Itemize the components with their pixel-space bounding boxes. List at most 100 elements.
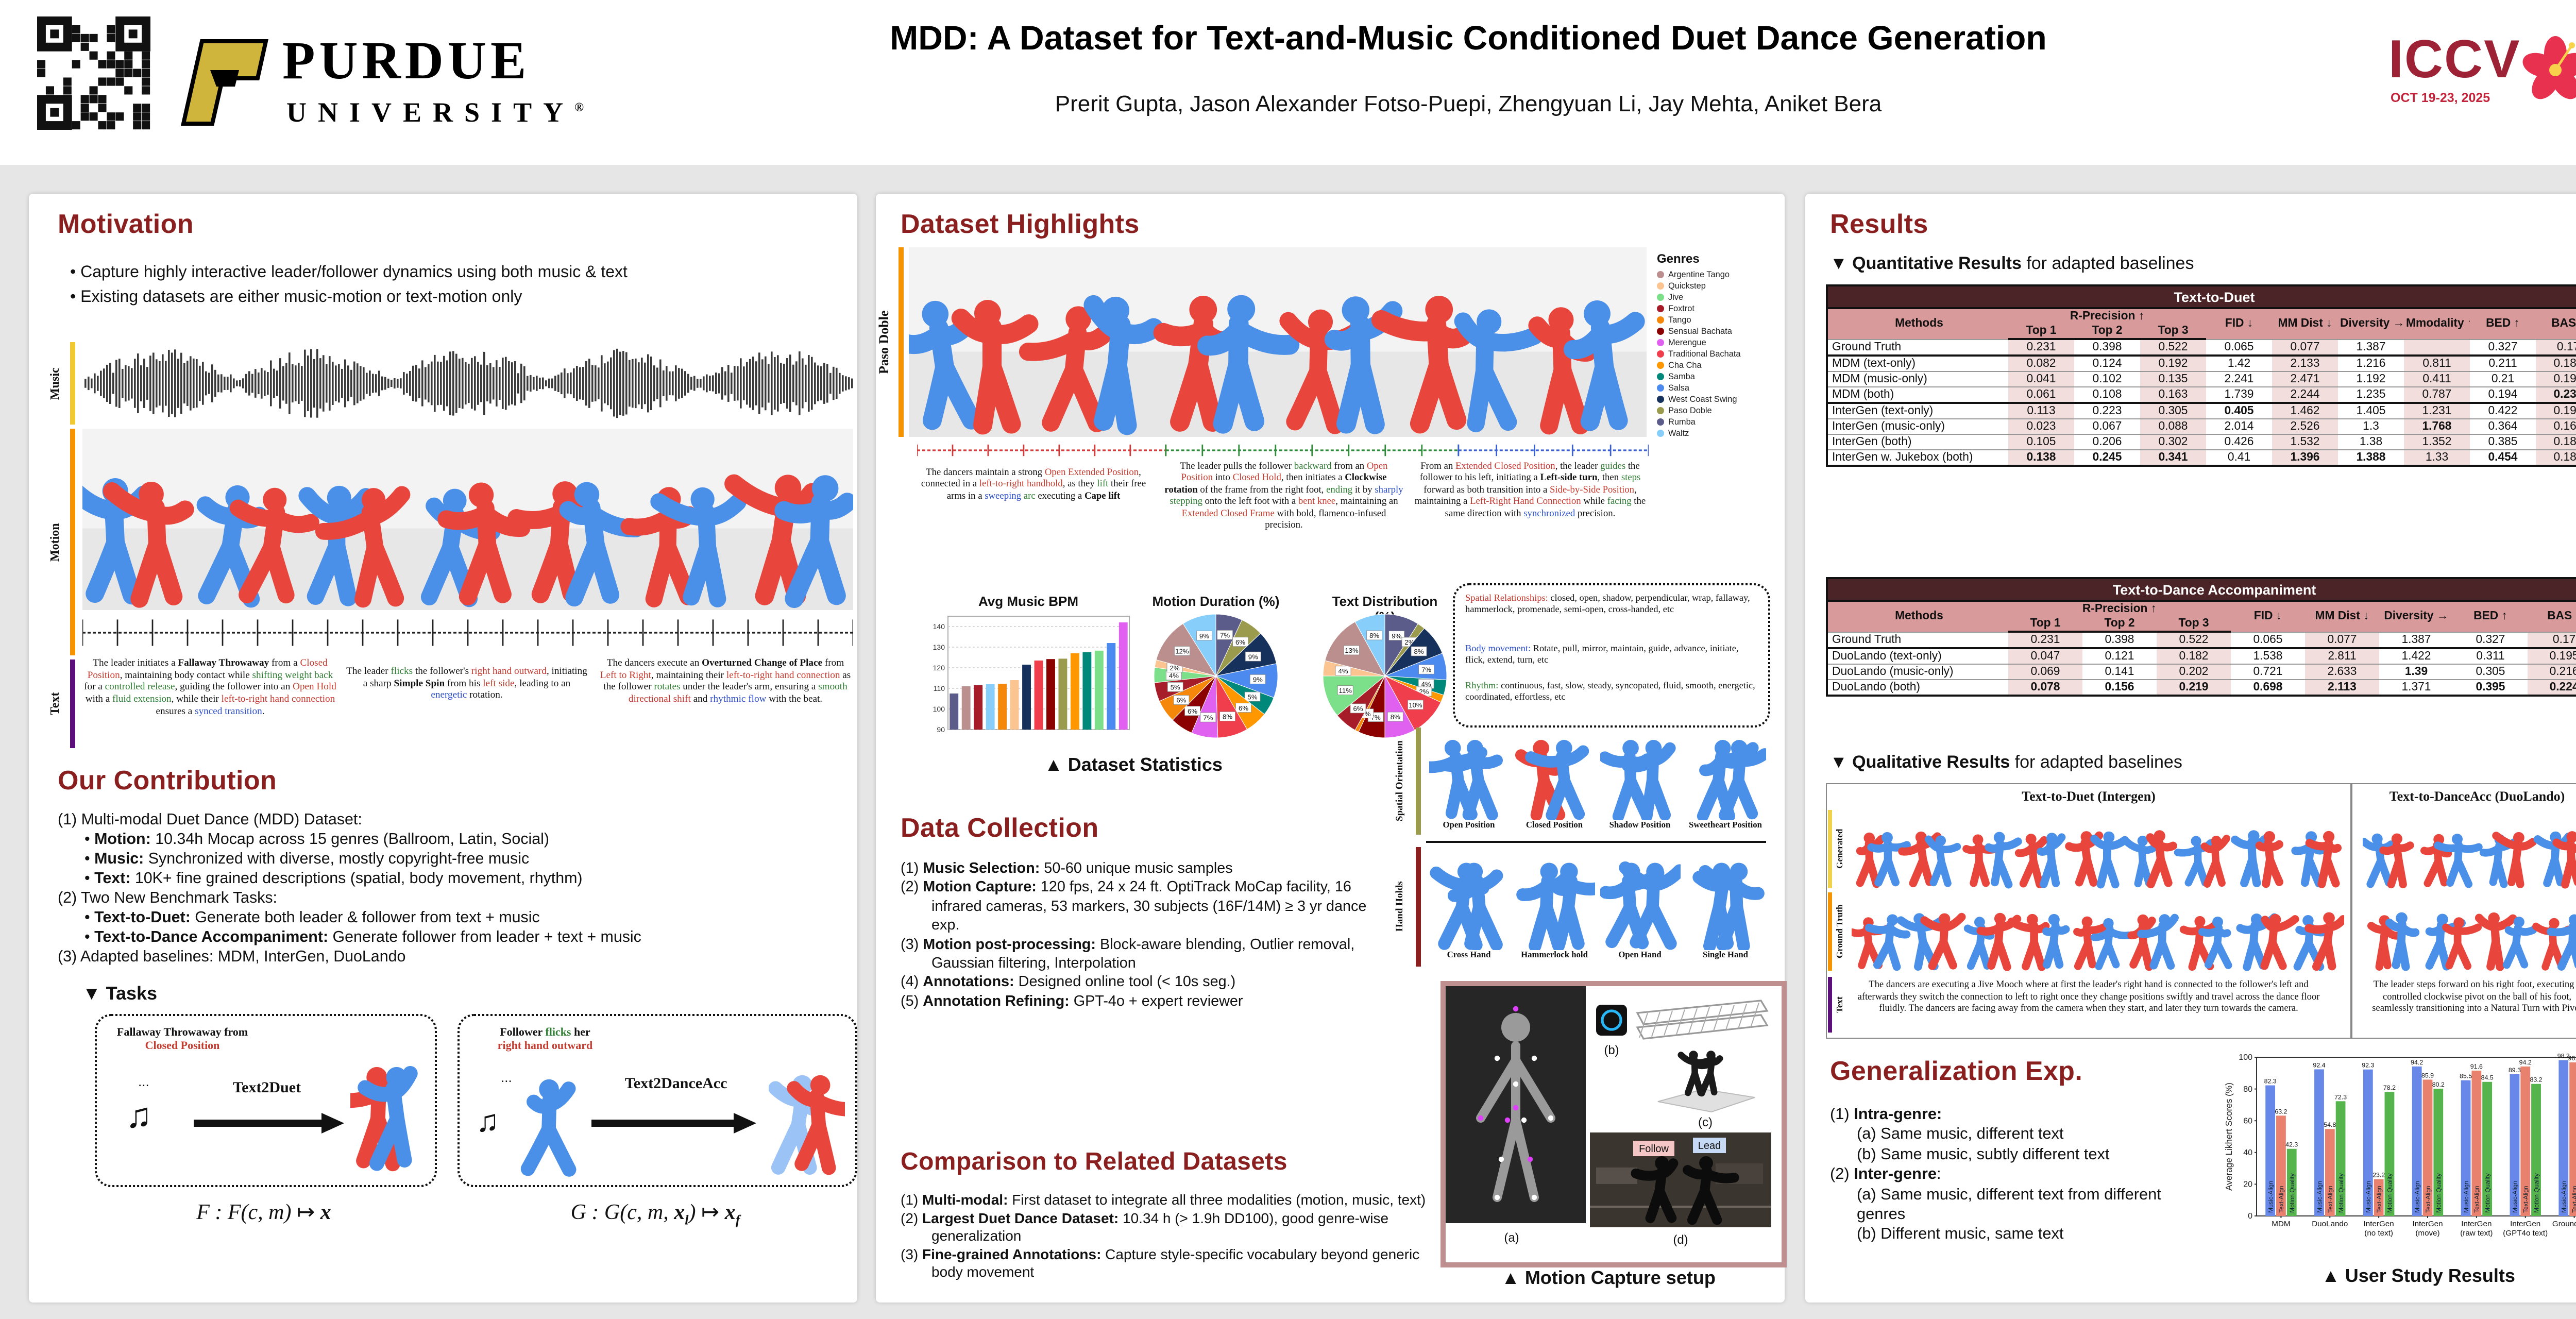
svg-text:Motion Quality: Motion Quality	[2484, 1173, 2491, 1213]
svg-text:InterGen: InterGen	[2364, 1220, 2394, 1228]
annotation-text-3: The dancers execute an Overturned Change…	[600, 657, 851, 705]
generalization-list: (1) Intra-genre: (a) Same music, differen…	[1830, 1105, 2213, 1245]
text-row-bar2	[1828, 977, 1832, 1033]
generated-strip-danceacc	[2363, 831, 2576, 889]
list-line: • Text-to-Duet: Generate both leader & f…	[84, 909, 540, 926]
genres-legend: Genres Argentine Tango Quickstep Jive Foxtr…	[1657, 251, 1781, 439]
svg-text:92.4: 92.4	[2313, 1061, 2325, 1069]
task1-dancers	[350, 1066, 418, 1172]
svg-text:78.2: 78.2	[2383, 1084, 2396, 1091]
task-box-text2duet: Fallaway Throwaway from Closed Position .…	[95, 1014, 437, 1187]
genre-legend-item: West Coast Swing	[1657, 394, 1781, 405]
svg-text:85.9: 85.9	[2421, 1072, 2434, 1079]
svg-text:8%: 8%	[1391, 713, 1400, 721]
figure-cell: Shadow Position	[1597, 725, 1683, 837]
svg-text:Motion Quality: Motion Quality	[2533, 1173, 2540, 1213]
bpm-chart-title: Avg Music BPM	[978, 594, 1079, 609]
genre-legend-item: Salsa	[1657, 382, 1781, 394]
svg-text:7%: 7%	[1203, 714, 1213, 721]
table-row: MDM (text-only) 0.082 0.124 0.192 1.42 2.133 1…	[1827, 354, 2576, 371]
figure-label: Shadow Position	[1609, 820, 1671, 830]
svg-text:9%: 9%	[1199, 632, 1209, 640]
table-row: Ground Truth 0.231 0.398 0.522 0.065 0.077 1.3…	[1827, 631, 2576, 648]
svg-text:12%: 12%	[1175, 648, 1189, 655]
genre-color-dot	[1657, 430, 1664, 437]
svg-text:82.3: 82.3	[2264, 1078, 2277, 1085]
svg-text:Text-Align: Text-Align	[2571, 1186, 2576, 1213]
figure-label: Single Hand	[1703, 950, 1748, 959]
svg-text:Music-Align: Music-Align	[2414, 1181, 2421, 1213]
svg-text:6%: 6%	[1353, 705, 1363, 713]
spatial-relationships-text: Spatial Relationships: closed, open, sha…	[1465, 593, 1750, 615]
qualitative-subhead: ▼ Qualitative Results for adapted baseli…	[1830, 752, 2182, 772]
svg-text:0: 0	[2248, 1212, 2252, 1221]
genre-color-dot	[1657, 362, 1664, 369]
purdue-sub: UNIVERSITY®	[286, 97, 584, 128]
svg-text:Follow: Follow	[1639, 1143, 1669, 1155]
list-line: (2) Inter-genre:	[1830, 1165, 1941, 1183]
annotation-text-1: The leader initiates a Fallaway Throwawa…	[84, 657, 336, 717]
genre-legend-item: Quickstep	[1657, 280, 1781, 292]
svg-text:Music-Align: Music-Align	[2267, 1181, 2274, 1213]
svg-text:7%: 7%	[1421, 666, 1431, 673]
motivation-bullet: • Existing datasets are either music-mot…	[70, 289, 522, 306]
groundtruth-strip-danceacc	[2367, 912, 2576, 971]
positions-row: Open Position Closed Position Shadow Posit…	[1426, 725, 1768, 837]
list-line: (3) Motion post-processing: Block-aware …	[901, 936, 1355, 972]
list-line: (b) Different music, same text	[1857, 1225, 2064, 1243]
list-line: (4) Annotations: Designed online tool (<…	[901, 974, 1236, 991]
svg-text:Music-Align: Music-Align	[2512, 1181, 2519, 1213]
svg-text:2%: 2%	[1170, 664, 1180, 672]
timeline-ruler	[82, 619, 853, 646]
task2-arrow-label: Text2DanceAcc	[624, 1076, 727, 1092]
svg-text:6%: 6%	[1235, 638, 1245, 646]
comparison-heading: Comparison to Related Datasets	[901, 1148, 1287, 1176]
svg-text:Motion Quality: Motion Quality	[2337, 1173, 2345, 1213]
genre-color-dot	[1657, 282, 1664, 290]
list-line: • Music: Synchronized with diverse, most…	[84, 850, 530, 868]
svg-text:54.8: 54.8	[2324, 1121, 2336, 1128]
svg-text:20: 20	[2243, 1180, 2252, 1189]
figure-cell: Hammerlock hold	[1512, 847, 1597, 969]
music-note-icon: ♫	[126, 1096, 152, 1136]
task1-arrow-label: Text2Duet	[232, 1080, 301, 1096]
table-row: InterGen (music-only) 0.023 0.067 0.088 2.01…	[1827, 418, 2576, 434]
svg-text:(d): (d)	[1673, 1233, 1688, 1247]
figure-label: Closed Position	[1526, 820, 1583, 830]
svg-text:Text-Align: Text-Align	[2473, 1186, 2481, 1213]
svg-text:InterGen: InterGen	[2412, 1220, 2443, 1228]
body-movement-text: Body movement: Rotate, pull, mirror, mai…	[1465, 643, 1739, 665]
svg-text:98.2: 98.2	[2557, 1053, 2570, 1060]
svg-text:94.2: 94.2	[2519, 1059, 2532, 1066]
svg-text:Text-Align: Text-Align	[2278, 1186, 2285, 1213]
svg-text:Motion Quality: Motion Quality	[2289, 1173, 2296, 1213]
svg-text:140: 140	[933, 622, 945, 631]
motivation-heading: Motivation	[58, 208, 194, 239]
genre-legend-item: Merengue	[1657, 337, 1781, 348]
task2-formula: G : G(c, m, xl) ↦ xf	[570, 1199, 740, 1228]
spatial-orientation-bar	[1416, 728, 1421, 835]
list-line: (2) Motion Capture: 120 fps, 24 x 24 ft.…	[901, 879, 1367, 934]
genre-legend-item: Rumba	[1657, 416, 1781, 428]
list-line: (1) Multi-modal Duet Dance (MDD) Dataset…	[58, 811, 362, 828]
svg-text:(raw text): (raw text)	[2460, 1229, 2493, 1238]
svg-text:23.2: 23.2	[2372, 1172, 2385, 1179]
qr-code	[37, 16, 150, 130]
qual-panel-duet-title: Text-to-Duet (Intergen)	[2022, 788, 2156, 804]
music-note-icon: ♫	[476, 1105, 499, 1139]
task2-text: Follower flicks her right hand outward	[497, 1026, 593, 1053]
svg-text:Text-Align: Text-Align	[2327, 1186, 2334, 1213]
svg-text:80.2: 80.2	[2432, 1081, 2445, 1088]
svg-text:8%: 8%	[1414, 648, 1423, 655]
mocap-caption: ▲ Motion Capture setup	[1501, 1267, 1716, 1288]
svg-text:4%: 4%	[1421, 680, 1431, 688]
genre-legend-item: Paso Doble	[1657, 405, 1781, 416]
genre-color-dot	[1657, 418, 1664, 426]
svg-text:Music-Align: Music-Align	[2365, 1181, 2372, 1213]
svg-text:(c): (c)	[1698, 1115, 1713, 1129]
iccv-dates: OCT 19-23, 2025	[2391, 91, 2490, 105]
svg-text:13%: 13%	[1345, 647, 1359, 654]
svg-text:90: 90	[937, 725, 945, 734]
svg-text:130: 130	[933, 643, 945, 651]
paso-doble-label: Paso Doble	[876, 310, 891, 374]
